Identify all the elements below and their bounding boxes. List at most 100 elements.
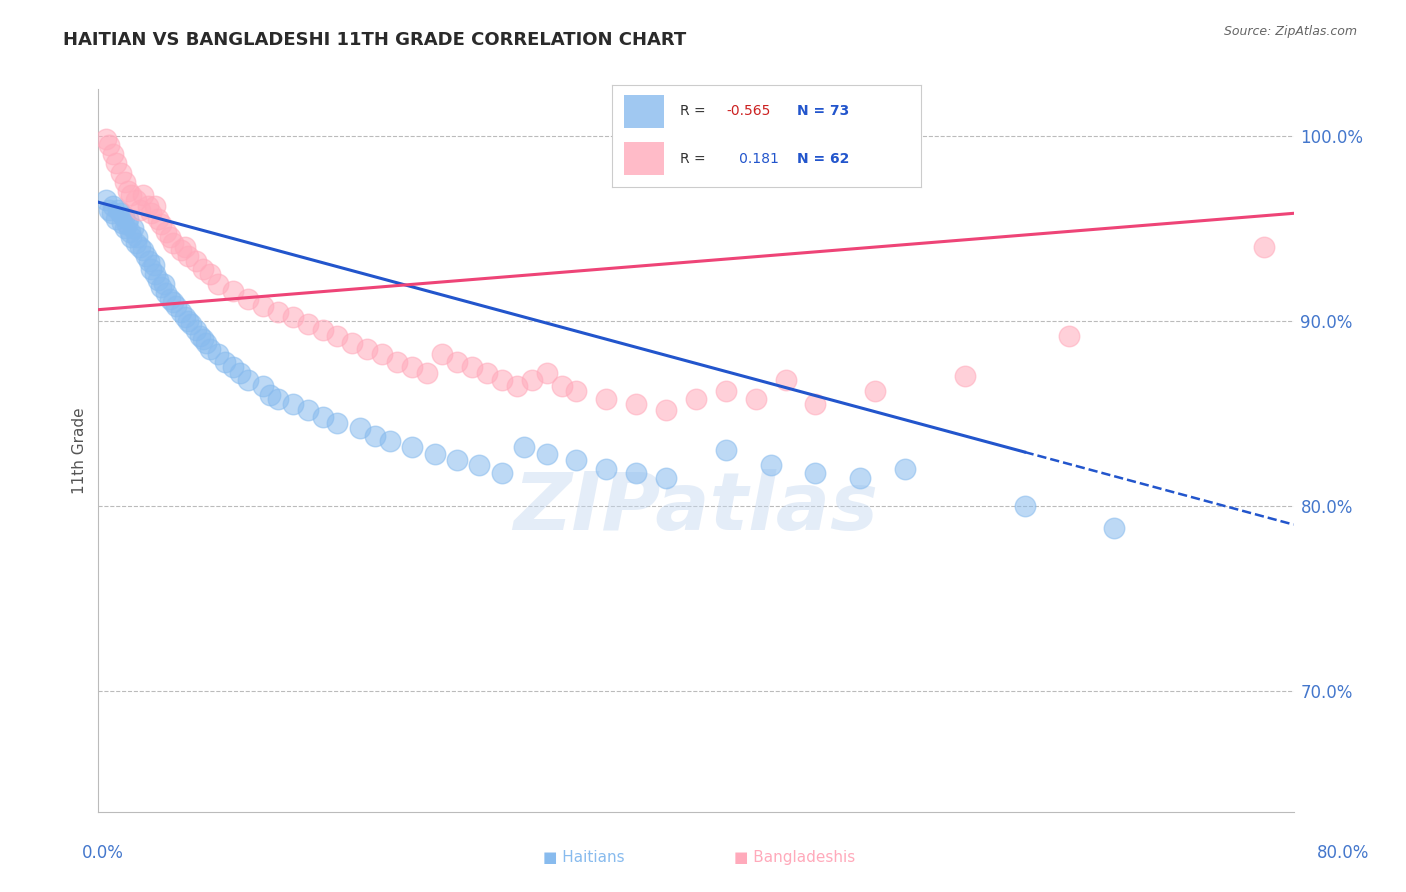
- Point: [311, 410, 333, 425]
- Point: [112, 210, 135, 224]
- Point: [174, 240, 197, 254]
- Point: [595, 392, 617, 406]
- Point: [281, 397, 304, 411]
- Text: N = 62: N = 62: [797, 152, 849, 166]
- Point: [132, 187, 155, 202]
- Point: [177, 314, 200, 328]
- Point: [385, 354, 409, 368]
- Point: [1253, 240, 1275, 254]
- Point: [139, 261, 162, 276]
- Point: [550, 378, 572, 392]
- Point: [169, 244, 191, 258]
- Point: [626, 397, 648, 411]
- Point: [105, 156, 128, 170]
- Point: [229, 366, 252, 380]
- Text: 80.0%: 80.0%: [1316, 844, 1369, 862]
- Point: [143, 268, 166, 282]
- Point: [110, 165, 132, 179]
- Point: [184, 254, 207, 268]
- Point: [685, 392, 707, 406]
- Point: [326, 328, 349, 343]
- Point: [536, 366, 558, 380]
- Point: [143, 199, 166, 213]
- Point: [252, 299, 274, 313]
- Point: [214, 354, 236, 368]
- Point: [252, 378, 274, 392]
- Point: [97, 137, 120, 152]
- Point: [195, 336, 218, 351]
- Point: [655, 471, 678, 485]
- Point: [120, 187, 142, 202]
- Point: [148, 211, 170, 226]
- Point: [222, 284, 245, 298]
- Point: [364, 428, 387, 442]
- Point: [759, 458, 782, 473]
- Point: [174, 310, 197, 324]
- Point: [114, 221, 136, 235]
- Bar: [624, 142, 664, 175]
- Point: [105, 211, 128, 226]
- Point: [513, 440, 536, 454]
- Point: [423, 447, 446, 461]
- Point: [136, 199, 159, 213]
- Point: [129, 240, 152, 254]
- Point: [120, 230, 142, 244]
- Point: [107, 202, 129, 217]
- Point: [125, 194, 148, 208]
- Point: [281, 310, 304, 324]
- Point: [1059, 328, 1081, 343]
- Point: [849, 471, 872, 485]
- Point: [177, 249, 200, 263]
- Point: [180, 318, 202, 332]
- Point: [349, 421, 371, 435]
- Point: [865, 384, 887, 399]
- Point: [155, 225, 177, 239]
- Point: [94, 194, 117, 208]
- Point: [326, 416, 349, 430]
- Point: [101, 206, 124, 220]
- Point: [461, 360, 484, 375]
- Point: [148, 273, 170, 287]
- Point: [135, 249, 157, 263]
- Point: [775, 373, 797, 387]
- Point: [97, 202, 120, 217]
- Point: [506, 378, 529, 392]
- Point: [117, 211, 139, 226]
- Point: [110, 206, 132, 220]
- Point: [491, 466, 513, 480]
- Point: [207, 277, 229, 291]
- Point: [714, 384, 737, 399]
- Point: [714, 443, 737, 458]
- Point: [416, 366, 439, 380]
- Point: [159, 230, 181, 244]
- Point: [118, 225, 141, 239]
- Point: [115, 218, 138, 232]
- Point: [804, 397, 827, 411]
- Point: [114, 175, 136, 189]
- Point: [132, 244, 155, 258]
- Point: [446, 354, 468, 368]
- Point: [953, 369, 976, 384]
- Point: [401, 440, 423, 454]
- Point: [188, 328, 211, 343]
- Point: [311, 323, 333, 337]
- Point: [94, 132, 117, 146]
- Point: [236, 373, 259, 387]
- Point: [565, 384, 588, 399]
- Point: [267, 304, 290, 318]
- Point: [111, 216, 134, 230]
- Point: [536, 447, 558, 461]
- Point: [446, 452, 468, 467]
- Point: [475, 366, 498, 380]
- Point: [162, 235, 184, 250]
- Point: [121, 221, 143, 235]
- Text: ■ Bangladeshis: ■ Bangladeshis: [734, 850, 855, 865]
- Point: [222, 360, 245, 375]
- Point: [236, 292, 259, 306]
- Point: [804, 466, 827, 480]
- Text: R =: R =: [679, 152, 710, 166]
- Point: [191, 261, 214, 276]
- Point: [200, 342, 222, 356]
- Point: [150, 218, 173, 232]
- Text: -0.565: -0.565: [725, 104, 770, 119]
